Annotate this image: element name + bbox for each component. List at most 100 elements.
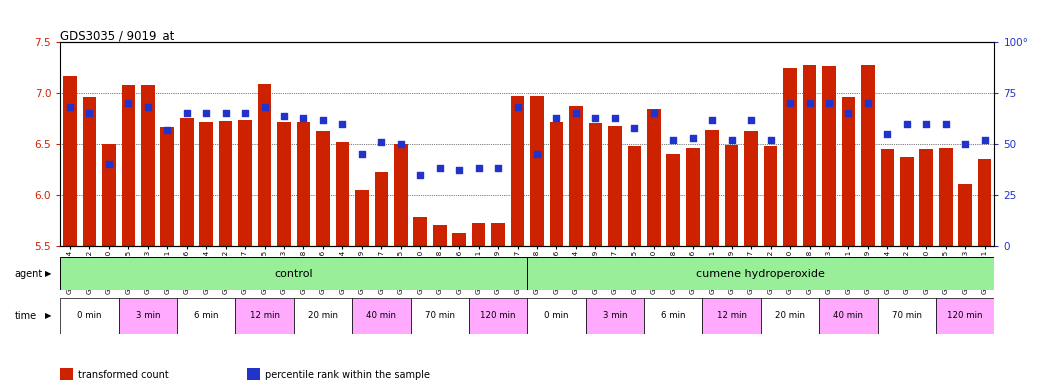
Point	[432, 166, 448, 172]
Text: percentile rank within the sample: percentile rank within the sample	[265, 370, 430, 380]
Bar	[569, 106, 582, 246]
Bar	[433, 225, 446, 246]
Bar	[764, 146, 777, 246]
Bar	[83, 97, 97, 246]
Bar	[161, 127, 174, 246]
Point	[101, 161, 117, 167]
Text: 120 min: 120 min	[948, 311, 983, 320]
Text: GDS3035 / 9019_at: GDS3035 / 9019_at	[60, 29, 174, 42]
Text: 12 min: 12 min	[249, 311, 279, 320]
Point	[762, 137, 778, 143]
Bar	[355, 190, 368, 246]
Bar	[453, 233, 466, 246]
Bar	[277, 122, 291, 246]
Bar	[102, 144, 115, 246]
Bar	[550, 122, 564, 246]
Bar	[219, 121, 233, 246]
Point	[528, 151, 545, 157]
Point	[276, 113, 293, 119]
Bar	[877, 298, 936, 334]
Point	[879, 131, 896, 137]
Text: 120 min: 120 min	[481, 311, 516, 320]
Bar	[530, 96, 544, 246]
Text: 70 min: 70 min	[892, 311, 922, 320]
Text: transformed count: transformed count	[78, 370, 168, 380]
Bar	[60, 298, 118, 334]
Text: 6 min: 6 min	[194, 311, 218, 320]
Bar	[703, 298, 761, 334]
Point	[821, 100, 838, 106]
Bar	[199, 122, 213, 246]
Bar	[725, 145, 738, 246]
Bar	[239, 119, 252, 246]
Text: agent: agent	[15, 268, 43, 279]
Point	[295, 114, 311, 121]
Point	[977, 137, 993, 143]
Bar	[527, 298, 585, 334]
Bar	[180, 118, 193, 246]
Bar	[880, 149, 894, 246]
Bar	[176, 298, 236, 334]
Point	[217, 111, 234, 117]
Point	[840, 111, 856, 117]
Bar	[802, 65, 816, 246]
Point	[490, 166, 507, 172]
Bar	[822, 66, 836, 246]
Bar	[527, 257, 994, 290]
Bar	[257, 84, 271, 246]
Text: 40 min: 40 min	[834, 311, 864, 320]
Bar	[352, 298, 411, 334]
Point	[743, 116, 760, 122]
Text: 70 min: 70 min	[425, 311, 455, 320]
Point	[859, 100, 876, 106]
Point	[470, 166, 487, 172]
Point	[646, 111, 662, 117]
Point	[315, 116, 331, 122]
Bar	[644, 298, 703, 334]
Bar	[686, 148, 700, 246]
Point	[626, 125, 643, 131]
Point	[568, 111, 584, 117]
Point	[918, 121, 934, 127]
Text: cumene hydroperoxide: cumene hydroperoxide	[696, 268, 825, 279]
Point	[450, 167, 467, 174]
Point	[373, 139, 389, 145]
Bar	[297, 122, 310, 246]
Point	[548, 114, 565, 121]
Bar	[121, 85, 135, 246]
Bar	[294, 298, 352, 334]
Point	[120, 100, 137, 106]
Point	[392, 141, 409, 147]
Point	[957, 141, 974, 147]
Point	[801, 100, 818, 106]
Bar	[920, 149, 933, 246]
Text: 20 min: 20 min	[308, 311, 338, 320]
Point	[782, 100, 798, 106]
Point	[723, 137, 740, 143]
Point	[179, 111, 195, 117]
Bar	[317, 131, 330, 246]
Point	[412, 172, 429, 178]
Text: 6 min: 6 min	[661, 311, 685, 320]
Point	[256, 104, 273, 111]
Bar	[589, 122, 602, 246]
Bar	[511, 96, 524, 246]
Bar	[978, 159, 991, 246]
Bar	[744, 131, 758, 246]
Bar	[335, 142, 349, 246]
Point	[139, 104, 156, 111]
Bar	[666, 154, 680, 246]
Text: 12 min: 12 min	[716, 311, 746, 320]
Point	[588, 114, 604, 121]
Point	[81, 111, 98, 117]
Text: ▶: ▶	[45, 311, 51, 320]
Bar	[842, 97, 855, 246]
Bar	[491, 223, 504, 246]
Bar	[375, 172, 388, 246]
Text: 20 min: 20 min	[775, 311, 805, 320]
Bar	[63, 76, 77, 246]
Text: 3 min: 3 min	[603, 311, 627, 320]
Point	[61, 104, 78, 111]
Bar	[761, 298, 819, 334]
Bar	[819, 298, 877, 334]
